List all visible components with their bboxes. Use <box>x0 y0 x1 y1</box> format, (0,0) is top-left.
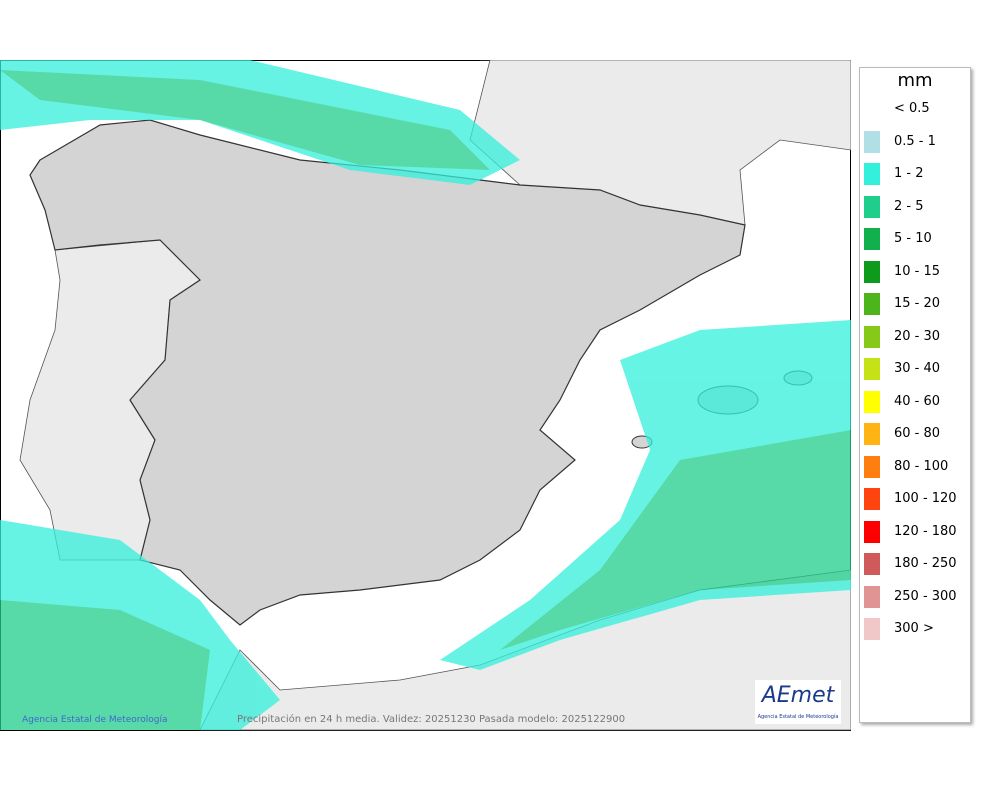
legend-title: mm <box>897 70 933 91</box>
legend-swatch <box>864 195 880 218</box>
legend-label: 0.5 - 1 <box>894 133 936 149</box>
credit: Agencia Estatal de Meteorología <box>22 715 168 725</box>
legend-label: 80 - 100 <box>894 458 949 474</box>
precipitation <box>0 60 851 730</box>
legend-swatch <box>864 553 880 575</box>
legend-item: 2 - 5 <box>864 195 968 218</box>
legend-swatch <box>864 488 880 510</box>
legend-label: 5 - 10 <box>894 231 932 246</box>
legend-item: < 0.5 <box>864 98 968 120</box>
legend-item: 1 - 2 <box>864 163 968 185</box>
legend-item: 0.5 - 1 <box>864 130 968 153</box>
legend-label: 180 - 250 <box>894 556 957 571</box>
legend-label: 40 - 60 <box>894 393 941 409</box>
logo-subtitle: Agencia Estatal de Meteorología <box>758 713 839 720</box>
legend-item: 250 - 300 <box>864 585 968 608</box>
legend-label: 60 - 80 <box>894 426 941 441</box>
legend-swatch <box>864 455 880 478</box>
legend-label: 100 - 120 <box>894 491 957 506</box>
legend-item: 20 - 30 <box>864 325 968 348</box>
legend-label: 1 - 2 <box>894 166 924 181</box>
legend-label: 120 - 180 <box>894 523 957 539</box>
legend-item: 10 - 15 <box>864 260 968 283</box>
legend-label: 300 > <box>894 621 934 636</box>
legend-swatch <box>864 358 880 380</box>
legend-label: 10 - 15 <box>894 263 941 279</box>
legend-item: 40 - 60 <box>864 390 968 413</box>
spain <box>29 119 746 626</box>
legend-swatch <box>864 520 880 543</box>
legend-swatch <box>864 163 880 185</box>
legend-item: 100 - 120 <box>864 488 968 510</box>
legend-swatch <box>864 260 880 283</box>
legend-item: 180 - 250 <box>864 553 968 575</box>
legend-label: 15 - 20 <box>894 296 941 311</box>
legend-item: 30 - 40 <box>864 358 968 380</box>
legend-item: 60 - 80 <box>864 423 968 445</box>
legend-label: 250 - 300 <box>894 588 957 604</box>
precip-area <box>0 70 490 170</box>
legend-label: 2 - 5 <box>894 198 924 214</box>
legend: mm < 0.5 0.5 - 1 1 - 2 2 - 5 5 - 10 10 - 15 15… <box>859 67 971 723</box>
caption: Precipitación en 24 h media. Validez: 20… <box>237 713 625 725</box>
legend-swatch <box>864 390 880 413</box>
legend-item: 5 - 10 <box>864 228 968 250</box>
precip-area <box>0 600 210 730</box>
legend-swatch <box>864 585 880 608</box>
legend-item: 80 - 100 <box>864 455 968 478</box>
legend-swatch <box>864 325 880 348</box>
logo: AEmet <box>760 683 836 708</box>
legend-item: 300 > <box>864 618 968 640</box>
map: Agencia Estatal de Meteorología Precipit… <box>0 60 851 731</box>
legend-label: 20 - 30 <box>894 328 941 344</box>
legend-item: 15 - 20 <box>864 293 968 315</box>
precip-area <box>500 430 851 650</box>
legend-swatch <box>864 618 880 640</box>
logo-box <box>755 680 841 724</box>
legend-swatch <box>864 423 880 445</box>
legend-label: < 0.5 <box>894 101 930 116</box>
legend-swatch <box>864 293 880 315</box>
legend-swatch <box>864 228 880 250</box>
legend-item: 120 - 180 <box>864 520 968 543</box>
legend-label: 30 - 40 <box>894 361 941 376</box>
legend-swatch <box>864 130 880 153</box>
